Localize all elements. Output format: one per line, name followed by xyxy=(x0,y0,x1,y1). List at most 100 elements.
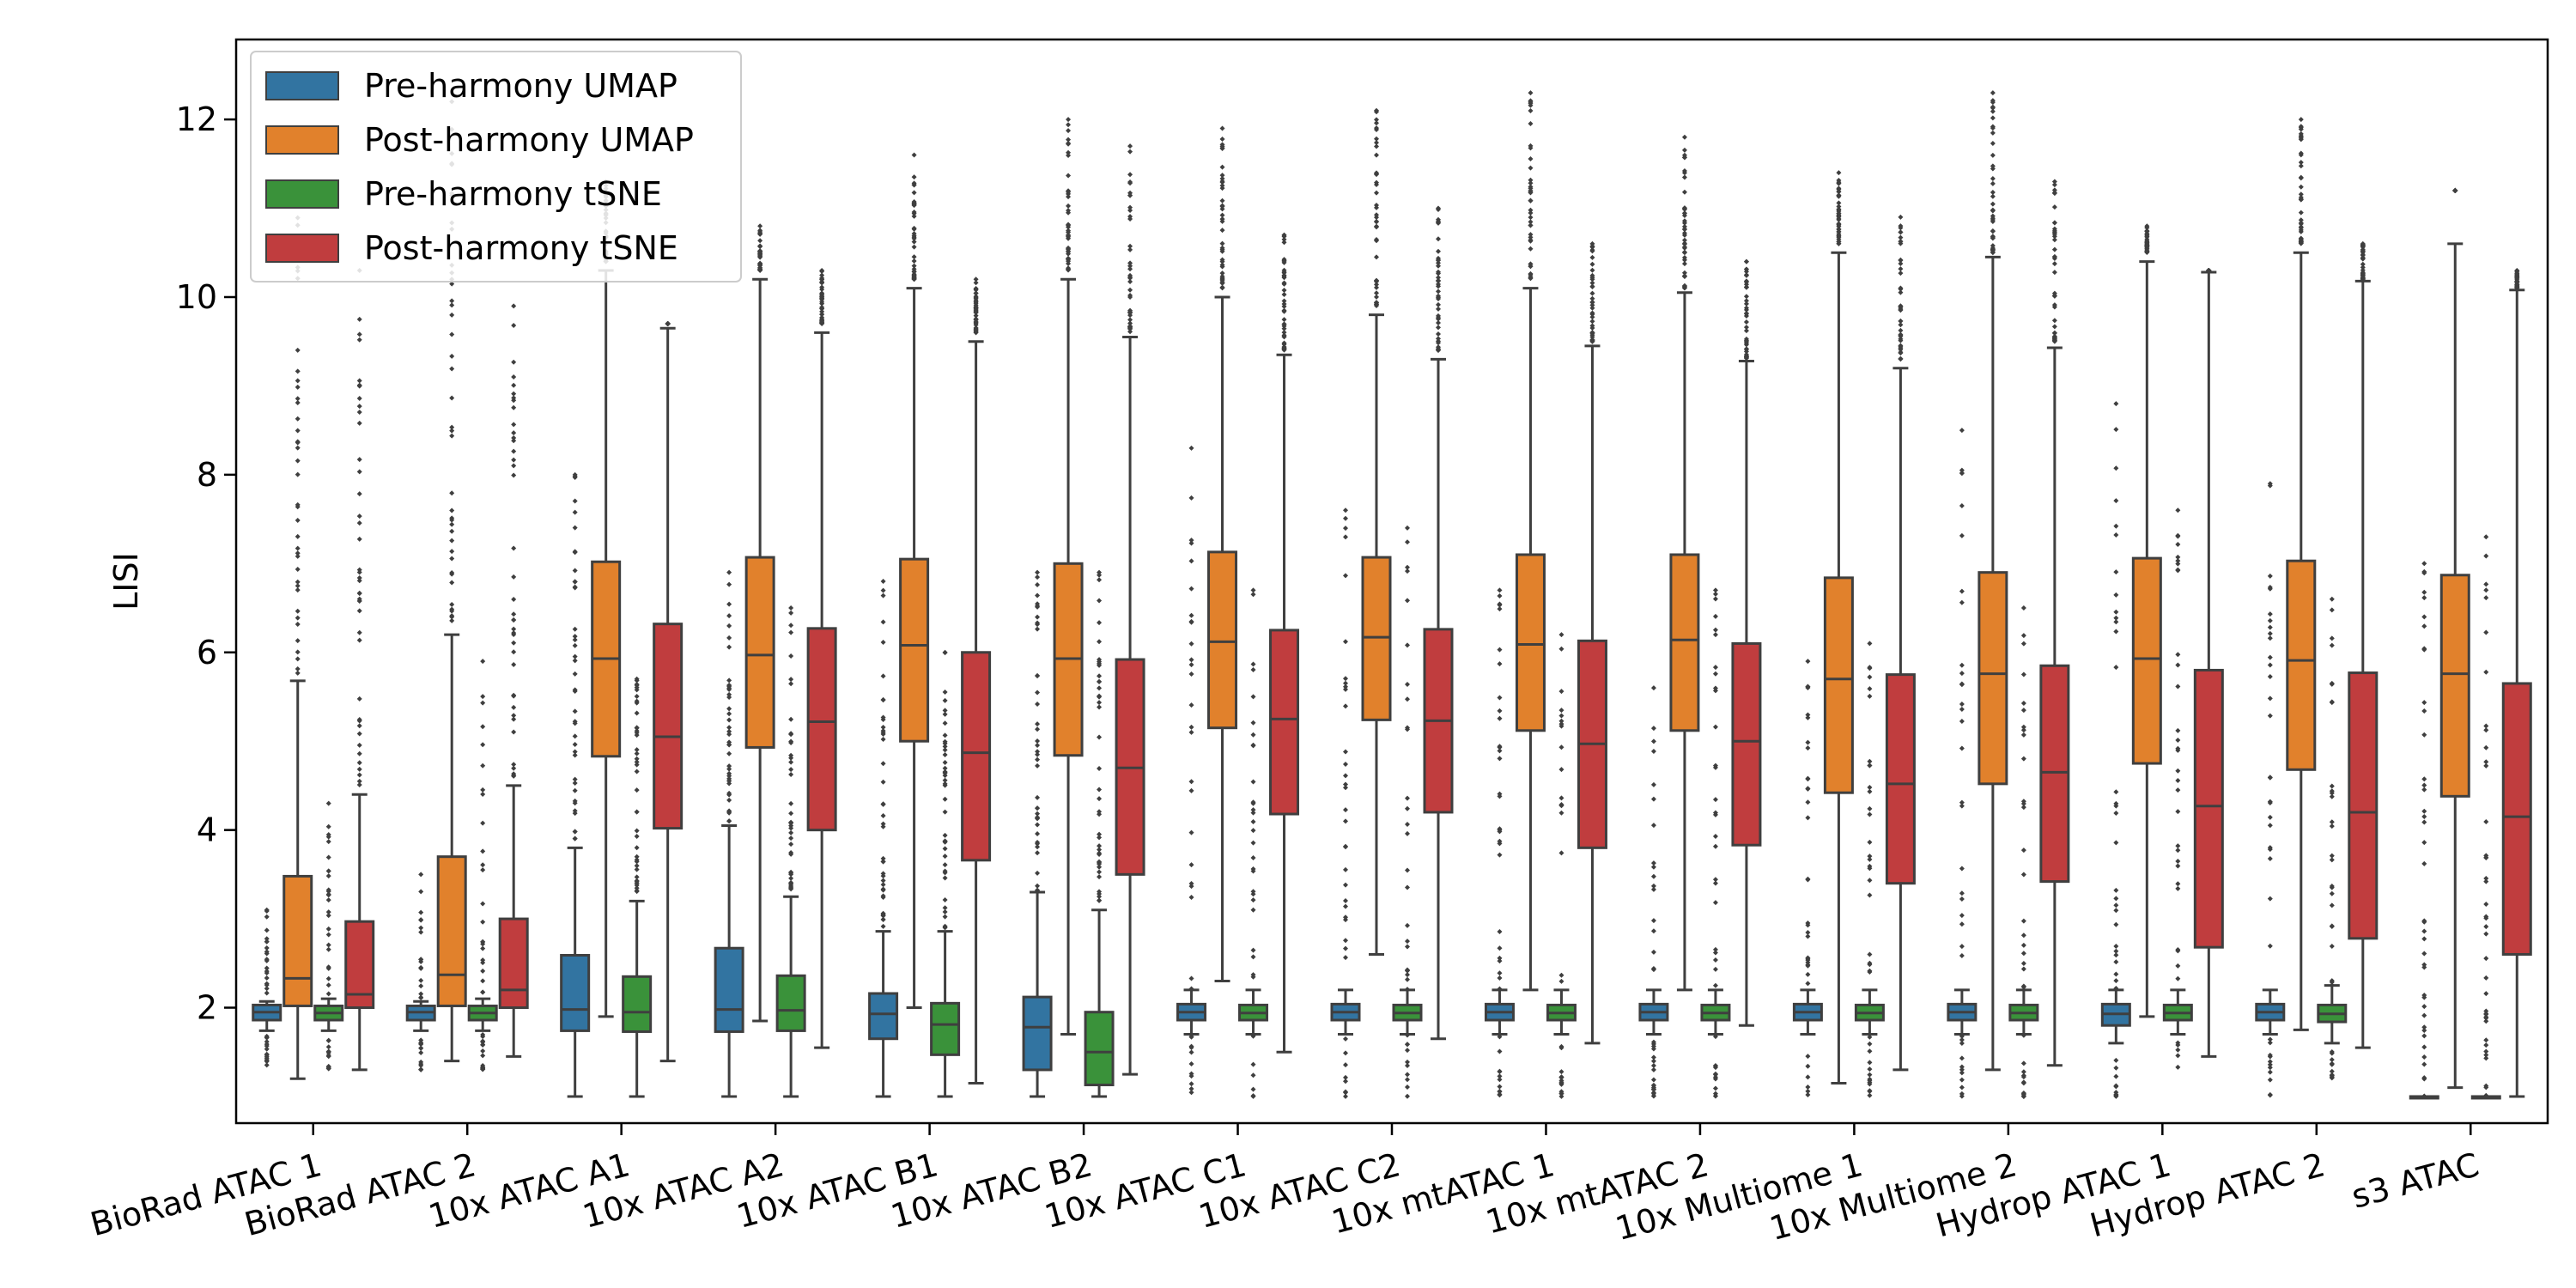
outlier-point xyxy=(1097,869,1103,875)
outlier-point xyxy=(2298,240,2304,246)
outlier-point xyxy=(1035,743,1041,749)
outlier-point xyxy=(788,841,794,848)
outlier-point xyxy=(1558,1069,1564,1075)
outlier-point xyxy=(2267,573,2273,579)
outlier-point xyxy=(788,610,794,616)
outlier-point xyxy=(1250,742,1256,748)
outlier-point xyxy=(2298,117,2304,123)
outlier-point xyxy=(480,989,486,995)
outlier-point xyxy=(1898,260,1904,266)
outlier-point xyxy=(480,792,486,798)
outlier-point xyxy=(1250,694,1256,700)
outlier-point xyxy=(1959,921,1965,927)
outlier-point xyxy=(418,929,424,935)
outlier-point xyxy=(2329,944,2335,950)
outlier-point xyxy=(572,568,578,574)
outlier-point xyxy=(1959,1091,1965,1097)
outlier-point xyxy=(1035,749,1041,755)
outlier-point xyxy=(2020,605,2026,611)
outlier-point xyxy=(2421,1061,2427,1067)
outlier-point xyxy=(356,608,362,614)
outlier-point xyxy=(2175,727,2181,733)
box-body xyxy=(2131,556,2162,765)
outlier-point xyxy=(2421,964,2427,970)
outlier-point xyxy=(1250,954,1256,960)
outlier-point xyxy=(1343,773,1348,779)
outlier-point xyxy=(1898,343,1904,349)
outlier-point xyxy=(2483,1037,2489,1043)
outlier-point xyxy=(295,518,301,524)
outlier-point xyxy=(2051,204,2057,210)
outlier-point xyxy=(1959,803,1965,809)
outlier-point xyxy=(1127,216,1133,222)
outlier-point xyxy=(1990,213,1996,219)
legend-swatch xyxy=(265,179,339,209)
outlier-point xyxy=(788,835,794,841)
outlier-point xyxy=(1343,844,1348,850)
outlier-point xyxy=(1343,807,1348,813)
outlier-point xyxy=(1405,1093,1410,1099)
outlier-point xyxy=(634,676,640,682)
outlier-point xyxy=(1127,143,1133,149)
outlier-point xyxy=(2175,768,2181,774)
outlier-point xyxy=(1898,318,1904,324)
outlier-point xyxy=(1343,749,1348,755)
outlier-point xyxy=(2113,619,2119,625)
outlier-point xyxy=(2483,669,2489,675)
outlier-point xyxy=(1805,739,1811,745)
outlier-point xyxy=(2298,236,2304,242)
outlier-point xyxy=(1097,734,1103,740)
outlier-point xyxy=(880,724,886,730)
y-tick-label: 10 xyxy=(176,278,217,316)
outlier-point xyxy=(264,914,270,920)
outlier-point xyxy=(1066,173,1072,179)
outlier-point xyxy=(1528,143,1534,149)
outlier-point xyxy=(726,792,732,798)
outlier-point xyxy=(1436,275,1441,281)
outlier-point xyxy=(356,316,362,322)
outlier-point xyxy=(1959,745,1965,751)
outlier-point xyxy=(726,685,732,691)
outlier-point xyxy=(880,801,886,807)
outlier-point xyxy=(1743,258,1749,264)
box-body xyxy=(1022,995,1053,1072)
outlier-point xyxy=(2421,1044,2427,1050)
outlier-point xyxy=(2483,723,2489,729)
outlier-point xyxy=(2360,255,2366,261)
outlier-point xyxy=(511,395,517,401)
box-1-9 xyxy=(1669,134,1700,992)
outlier-point xyxy=(449,601,455,607)
outlier-point xyxy=(1343,534,1348,540)
outlier-point xyxy=(1743,266,1749,272)
outlier-point xyxy=(572,741,578,747)
outlier-point xyxy=(1374,152,1379,158)
outlier-point xyxy=(1035,673,1041,679)
outlier-point xyxy=(2421,1075,2427,1081)
outlier-point xyxy=(2483,853,2489,859)
outlier-point xyxy=(2113,959,2119,965)
outlier-point xyxy=(1436,325,1441,331)
outlier-point xyxy=(1743,301,1749,307)
outlier-point xyxy=(788,755,794,761)
outlier-point xyxy=(2298,163,2304,169)
outlier-point xyxy=(572,800,578,806)
outlier-point xyxy=(1497,826,1503,832)
outlier-point xyxy=(480,1042,486,1048)
outlier-point xyxy=(880,587,886,593)
outlier-point xyxy=(911,213,917,219)
outlier-point xyxy=(911,174,917,180)
outlier-point xyxy=(726,728,732,734)
outlier-point xyxy=(572,550,578,556)
outlier-point xyxy=(2267,1036,2273,1042)
outlier-point xyxy=(1650,886,1656,892)
outlier-point xyxy=(942,740,948,746)
box-body xyxy=(1084,1011,1115,1087)
outlier-point xyxy=(1127,295,1133,301)
outlier-point xyxy=(819,308,825,314)
outlier-point xyxy=(1374,238,1379,244)
outlier-point xyxy=(2051,337,2057,343)
outlier-point xyxy=(1219,240,1225,246)
outlier-point xyxy=(1066,203,1072,209)
outlier-point xyxy=(1805,1091,1811,1097)
